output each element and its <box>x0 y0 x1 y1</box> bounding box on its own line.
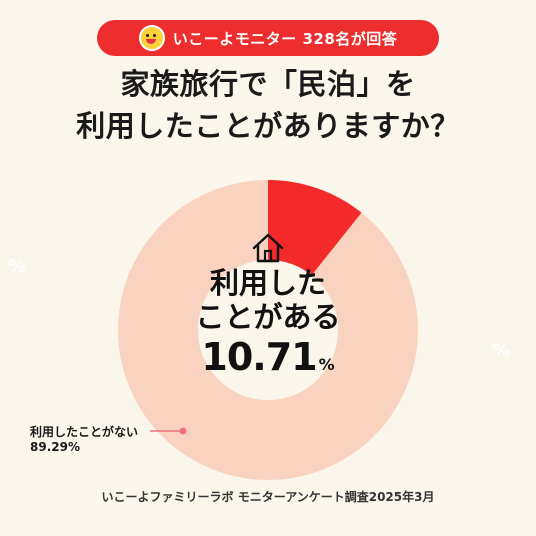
center-label-line-2: ことがある <box>195 300 341 334</box>
side-label-percent: 89.29% <box>30 440 80 454</box>
title-line-1: 家族旅行で「民泊」を <box>120 67 416 101</box>
donut-slice-not-used <box>118 180 419 480</box>
percent-unit: % <box>318 355 335 374</box>
face-icon <box>138 25 165 51</box>
badge-text: いこーよモニター 328名が回答 <box>172 29 398 48</box>
donut-hole <box>198 260 338 400</box>
percent-decoration-left: % <box>8 256 27 277</box>
percent-value: 10.71 <box>201 335 317 379</box>
center-label-line-1: 利用した <box>209 266 326 300</box>
title-line-2: 利用したことがありますか？ <box>76 109 460 143</box>
respondent-badge: いこーよモニター 328名が回答 <box>97 20 439 56</box>
donut-slice-used <box>268 180 362 276</box>
side-label: 利用したことがない 89.29% <box>30 425 138 455</box>
label-leader-dot <box>179 427 187 435</box>
house-icon <box>252 233 284 263</box>
center-percent: 10.71% <box>178 334 358 388</box>
percent-decoration-right: % <box>492 340 511 361</box>
footer-source: いこーよファミリーラボ モニターアンケート調査2025年3月 <box>101 490 435 504</box>
side-label-text: 利用したことがない <box>30 425 139 439</box>
